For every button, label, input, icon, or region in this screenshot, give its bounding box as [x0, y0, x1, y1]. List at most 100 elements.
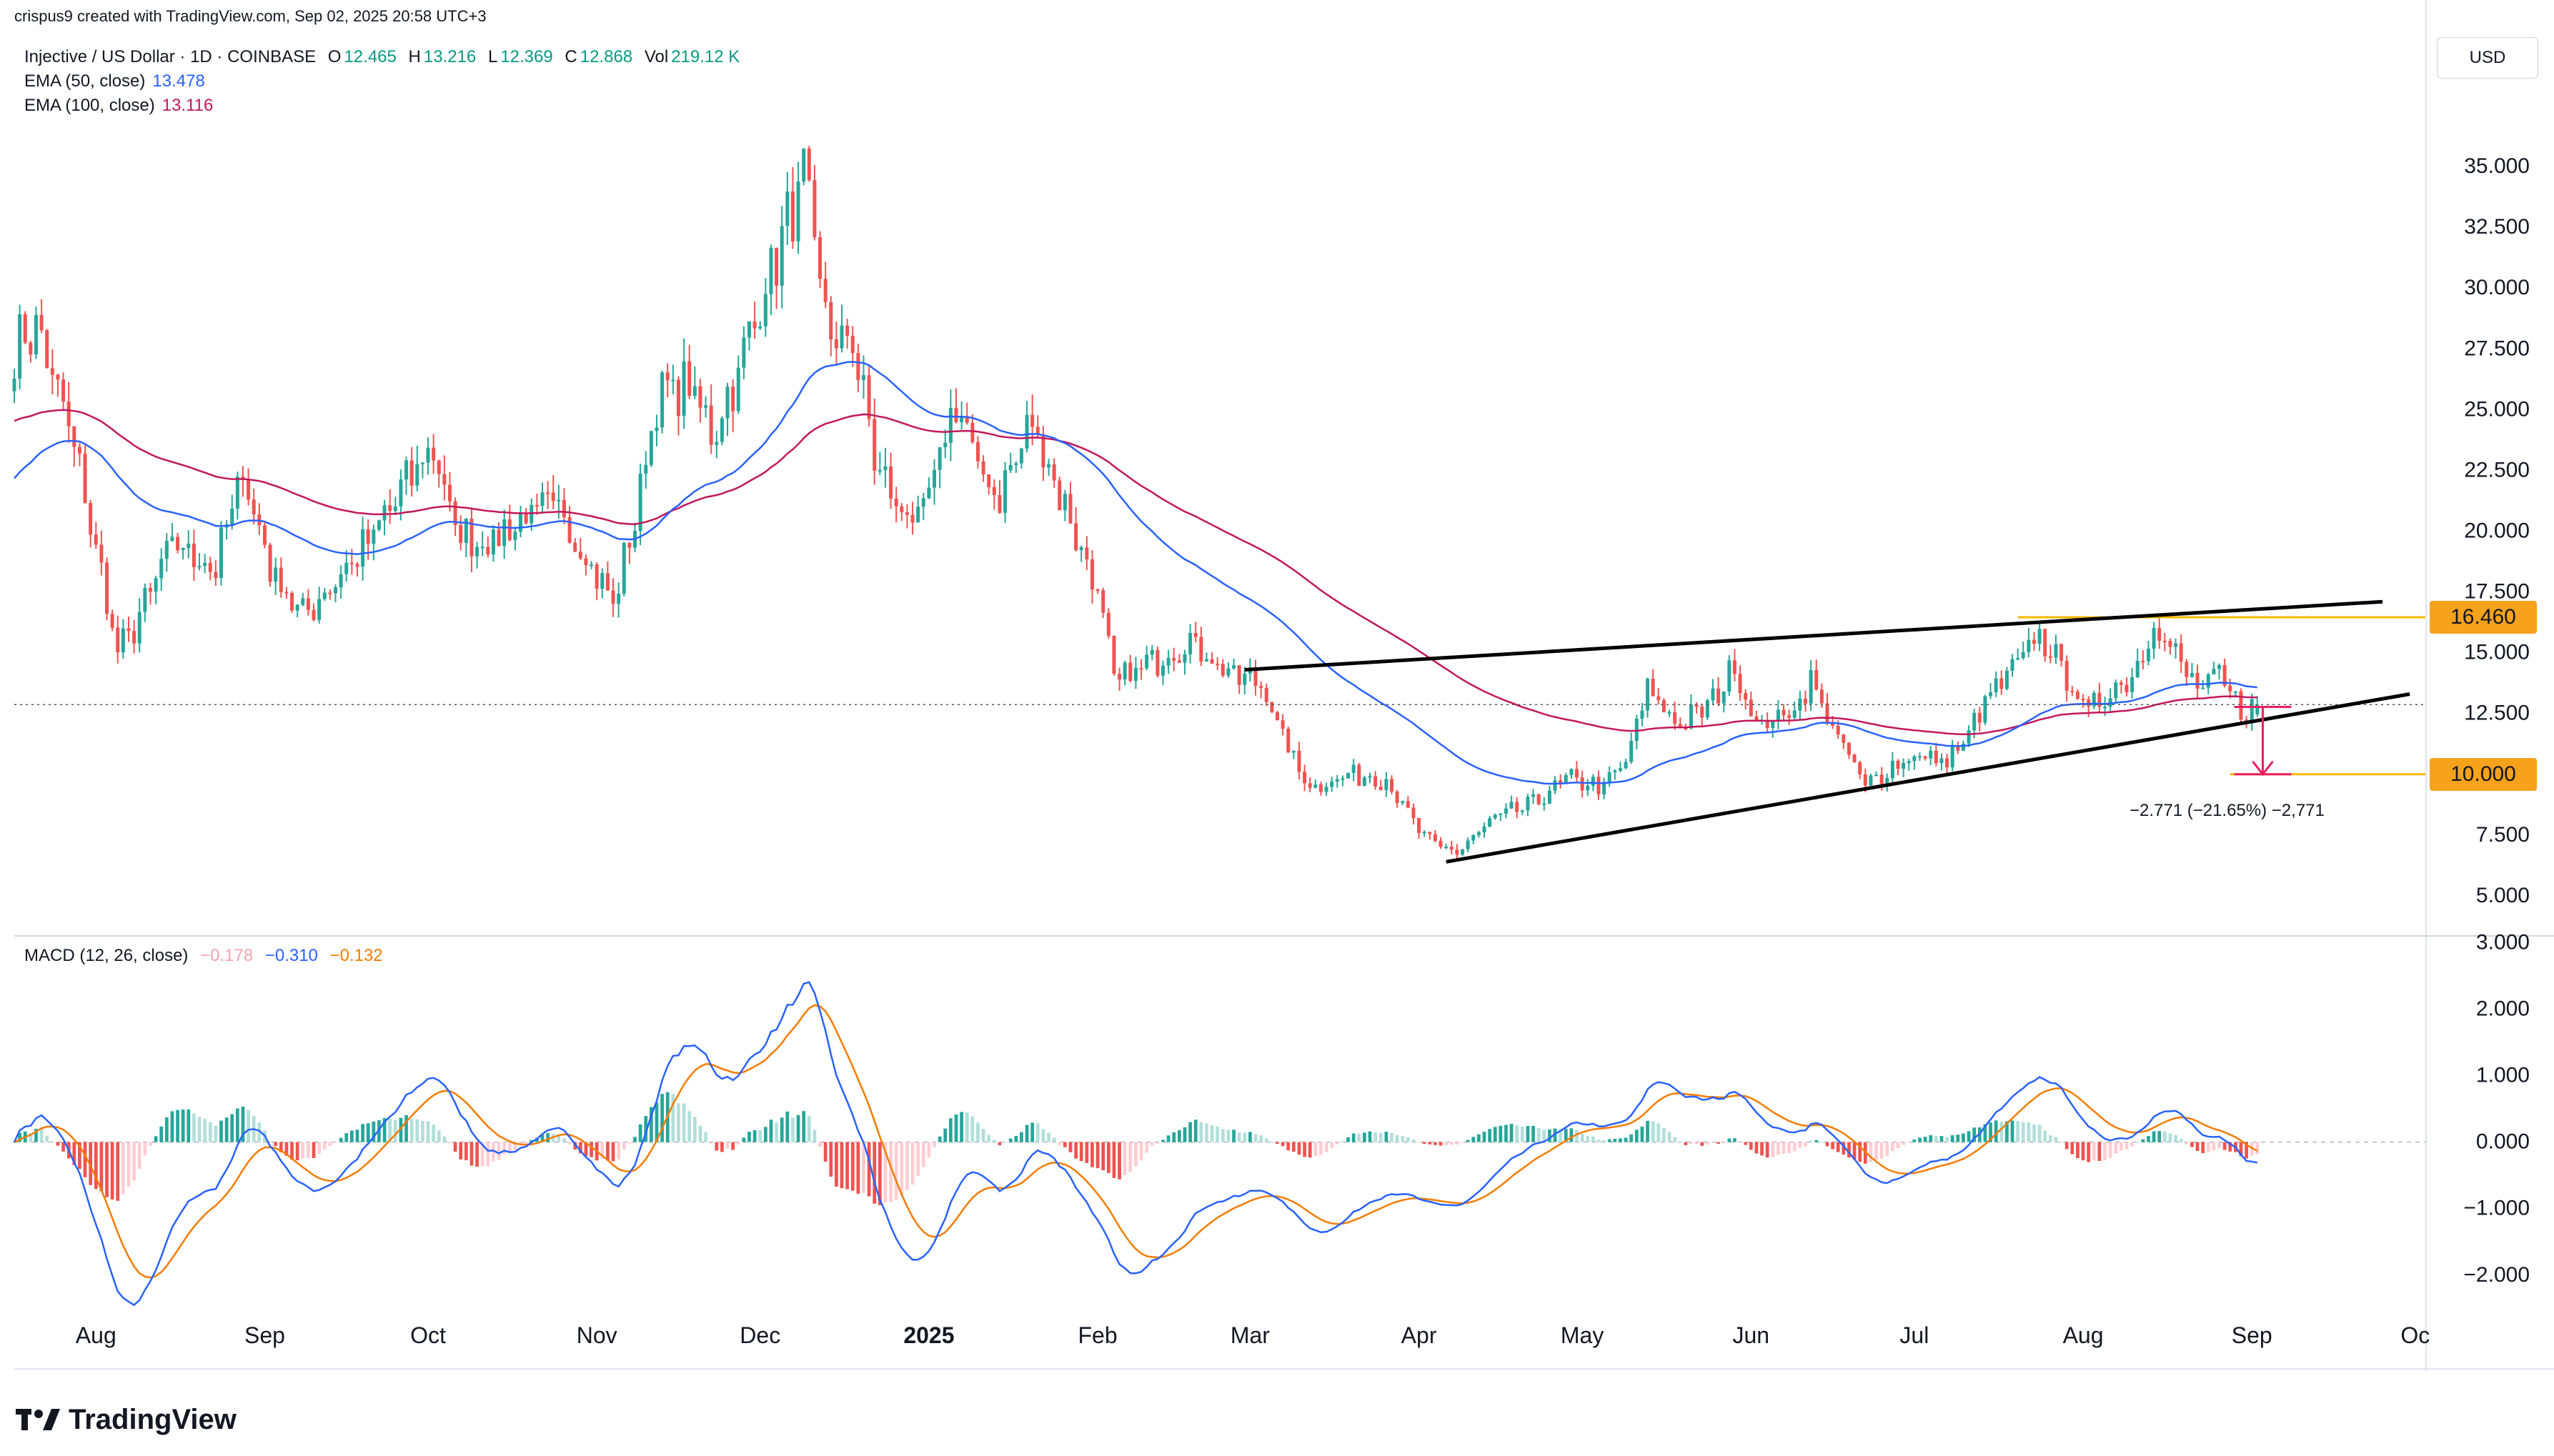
macd-histogram-bar	[2114, 1142, 2118, 1154]
candle-body	[312, 609, 316, 620]
currency-selector[interactable]: USD	[2437, 37, 2538, 79]
candle	[2152, 622, 2156, 659]
candle-body	[1199, 637, 1203, 662]
macd-histogram-bar	[459, 1142, 463, 1160]
candle-body	[126, 628, 131, 632]
candle	[1896, 759, 1900, 775]
macd-histogram-bar	[965, 1112, 969, 1142]
candle-body	[987, 474, 991, 487]
candle-body	[933, 469, 937, 488]
candle	[867, 366, 871, 427]
macd-label: MACD (12, 26, close)	[24, 946, 189, 965]
candle-body	[61, 379, 66, 402]
candle	[2130, 667, 2135, 699]
macd-histogram-bar	[1237, 1132, 1241, 1142]
candle-body	[1580, 777, 1584, 791]
macd-histogram-bar	[159, 1126, 164, 1142]
candle	[763, 278, 767, 337]
macd-histogram-bar	[1313, 1142, 1318, 1157]
candle-body	[50, 368, 54, 375]
macd-histogram-bar	[1417, 1142, 1421, 1143]
candle	[1378, 779, 1383, 791]
macd-histogram-bar	[1825, 1142, 1829, 1147]
candle	[2081, 694, 2085, 708]
candle	[170, 522, 174, 542]
candle	[1634, 714, 1639, 749]
candle	[1106, 608, 1110, 639]
macd-histogram-bar	[39, 1129, 44, 1142]
macd-histogram-bar	[295, 1142, 299, 1161]
macd-histogram-bar	[1156, 1142, 1160, 1144]
ema100-legend[interactable]: EMA (100, close) 13.116	[24, 96, 213, 116]
candle-body	[1335, 779, 1339, 782]
candle-body	[497, 529, 501, 547]
ema50-legend[interactable]: EMA (50, close) 13.478	[24, 71, 205, 91]
macd-histogram-bar	[1477, 1134, 1481, 1142]
macd-histogram-bar	[94, 1142, 98, 1190]
candle	[1172, 647, 1176, 672]
candle-body	[916, 507, 920, 523]
macd-histogram-bar	[12, 1142, 16, 1143]
ohlc-open: 12.465	[344, 47, 397, 66]
candle-body	[1008, 464, 1013, 471]
macd-histogram-bar	[170, 1111, 174, 1142]
price-tick-label: 15.000	[2464, 641, 2530, 664]
candle	[698, 378, 702, 423]
candle	[2016, 648, 2020, 661]
candle-body	[775, 248, 779, 286]
candle	[2037, 622, 2042, 652]
candle-body	[725, 387, 730, 419]
macd-histogram-bar	[1095, 1142, 1100, 1169]
macd-histogram-bar	[1297, 1142, 1301, 1155]
candle	[747, 321, 751, 351]
candle	[372, 524, 376, 561]
candle-body	[970, 422, 975, 442]
candle	[426, 437, 430, 475]
candle	[1085, 536, 1089, 571]
candle	[595, 562, 599, 601]
candle-body	[1624, 762, 1628, 769]
macd-legend[interactable]: MACD (12, 26, close) −0.178 −0.310 −0.13…	[24, 946, 383, 966]
macd-histogram-bar	[432, 1125, 435, 1142]
candle	[1803, 690, 1807, 712]
candle	[1128, 654, 1133, 683]
candle	[1989, 683, 1993, 699]
candle-body	[867, 375, 871, 419]
macd-histogram-bar	[775, 1122, 778, 1142]
candle-body	[1428, 832, 1432, 834]
candle-body	[72, 426, 76, 447]
candle-body	[372, 529, 376, 544]
macd-histogram-bar	[502, 1142, 507, 1155]
candle-body	[1651, 679, 1655, 697]
candle-body	[447, 484, 452, 502]
tradingview-logo[interactable]: TradingView	[16, 1404, 237, 1436]
macd-histogram-bar	[214, 1125, 218, 1142]
macd-histogram-bar	[203, 1119, 207, 1142]
candle-body	[1461, 849, 1465, 855]
macd-histogram-bar	[1967, 1131, 1971, 1142]
macd-histogram-bar	[1253, 1134, 1258, 1142]
candle	[1869, 773, 1873, 787]
candle	[845, 319, 850, 349]
macd-histogram-bar	[181, 1109, 185, 1142]
candle	[1885, 773, 1889, 792]
macd-histogram-bar	[208, 1122, 212, 1142]
candle	[965, 402, 969, 425]
candle-body	[1923, 756, 1927, 759]
candle-body	[1303, 772, 1307, 784]
candle	[399, 469, 403, 521]
macd-histogram-bar	[905, 1142, 909, 1190]
candle-body	[442, 474, 447, 485]
macd-histogram-bar	[725, 1142, 730, 1149]
macd-histogram-bar	[1248, 1132, 1252, 1142]
macd-histogram-bar	[791, 1117, 795, 1142]
macd-histogram-bar	[1684, 1142, 1688, 1145]
candle-body	[1902, 763, 1906, 769]
candle-body	[1618, 768, 1622, 771]
candle-body	[530, 504, 534, 524]
macd-histogram-bar	[1090, 1142, 1094, 1167]
macd-histogram-bar	[2157, 1131, 2162, 1142]
candle-body	[1646, 679, 1650, 711]
macd-histogram-bar	[840, 1142, 844, 1189]
candle	[1449, 840, 1454, 855]
